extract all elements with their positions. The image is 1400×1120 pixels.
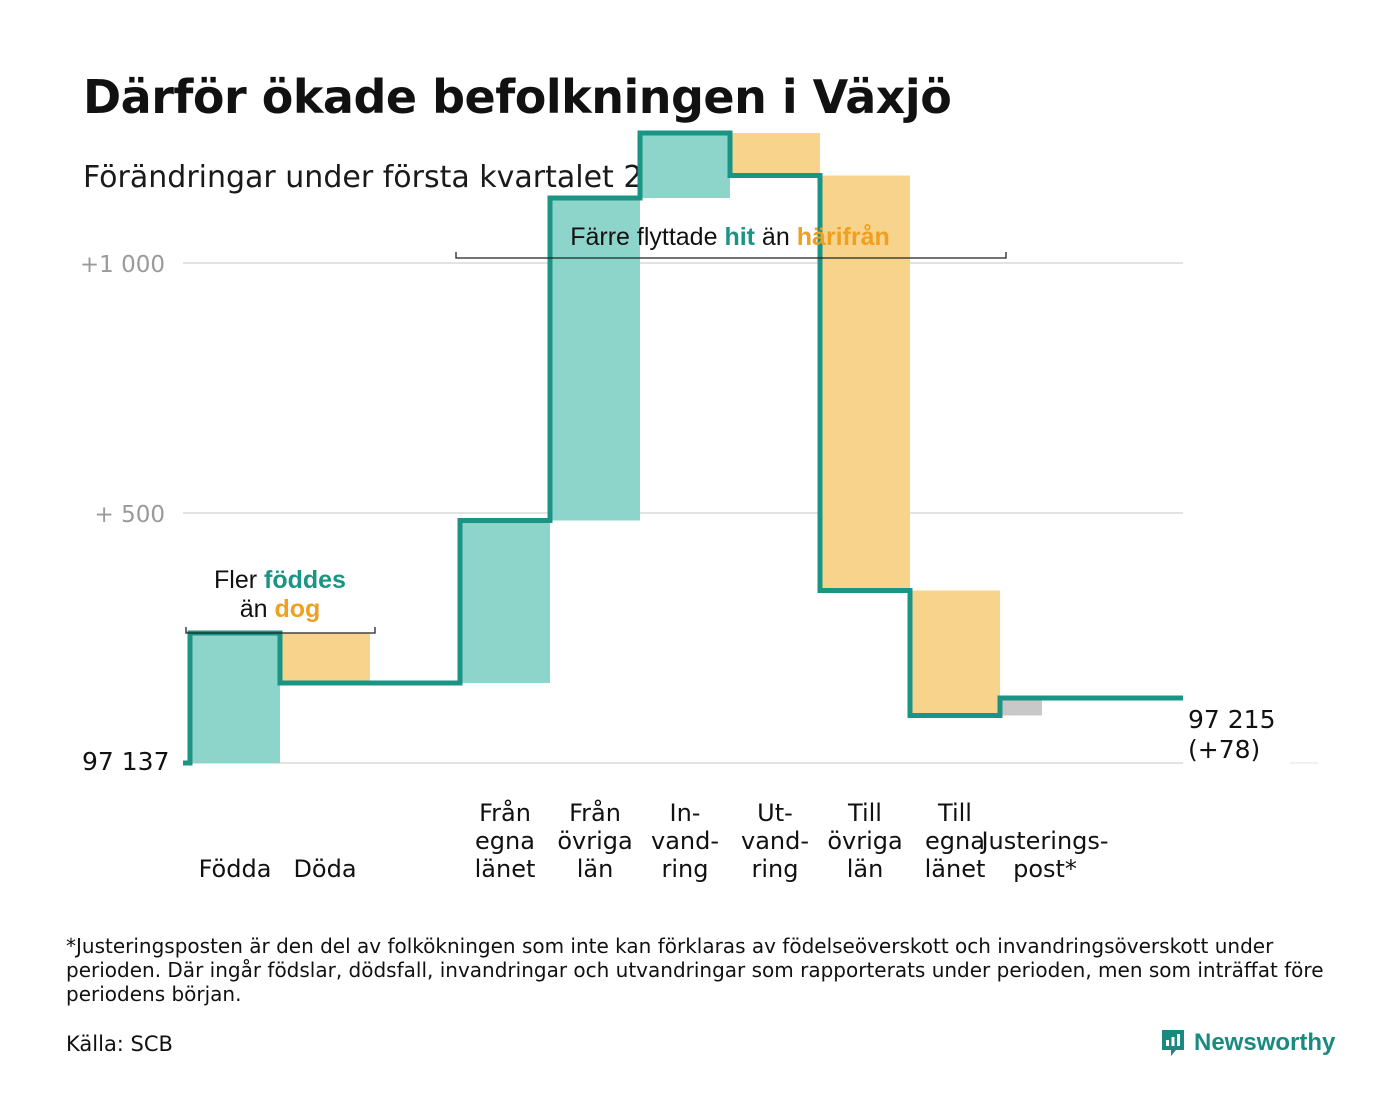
category-label: vand- — [651, 827, 719, 855]
category-label: övriga — [827, 827, 902, 855]
category-label: övriga — [557, 827, 632, 855]
brand-logo: Newsworthy — [1160, 1028, 1335, 1058]
y-tick-label: +1 000 — [80, 252, 165, 278]
births-annotation-line2: än dog — [240, 595, 321, 623]
category-label: Födda — [199, 855, 272, 883]
moves-annotation: Färre flyttade hit än härifrån — [570, 223, 890, 251]
category-label: Ut- — [757, 799, 793, 827]
waterfall-bar — [460, 520, 550, 683]
moves-bracket — [455, 252, 1007, 259]
y-tick-label: + 500 — [95, 502, 165, 528]
births-bracket — [185, 627, 376, 634]
category-label: Från — [479, 798, 531, 827]
category-label: ring — [662, 855, 709, 883]
brand-name: Newsworthy — [1194, 1029, 1336, 1056]
category-label: Justerings- — [979, 827, 1108, 855]
chart-title: Därför ökade befolkningen i Växjö — [83, 70, 952, 124]
waterfall-bar — [550, 198, 640, 521]
category-label: län — [847, 855, 884, 883]
category-label: egna — [475, 827, 535, 855]
footnote: *Justeringsposten är den del av folkökni… — [66, 934, 1324, 1006]
waterfall-bar — [910, 590, 1000, 716]
category-label: län — [577, 855, 614, 883]
chart-subtitle: Förändringar under första kvartalet 2023 — [83, 160, 700, 195]
category-label: ring — [752, 855, 799, 883]
category-label: egna — [925, 827, 985, 855]
newsworthy-logo-icon — [1162, 1030, 1184, 1056]
waterfall-bar — [190, 633, 280, 763]
category-label: vand- — [741, 827, 809, 855]
category-label: länet — [925, 855, 986, 883]
category-label: länet — [475, 855, 536, 883]
category-label: Till — [937, 799, 972, 827]
category-label: post* — [1013, 855, 1077, 883]
cumulative-step-line — [183, 130, 1183, 766]
waterfall-bar — [280, 633, 370, 683]
waterfall-bar — [730, 133, 820, 176]
category-label: Döda — [293, 855, 356, 883]
category-label: Till — [847, 799, 882, 827]
waterfall-bar — [1000, 698, 1042, 716]
category-label: In- — [670, 799, 701, 827]
start-value-label: 97 137 — [82, 747, 169, 776]
waterfall-bar — [820, 175, 910, 591]
source-label: Källa: SCB — [66, 1032, 173, 1056]
waterfall-bar — [640, 133, 730, 198]
category-label: Från — [569, 798, 621, 827]
births-annotation-line1: Fler föddes — [214, 566, 346, 594]
end-change-label: (+78) — [1188, 735, 1260, 764]
end-value-label: 97 215 — [1188, 705, 1275, 734]
